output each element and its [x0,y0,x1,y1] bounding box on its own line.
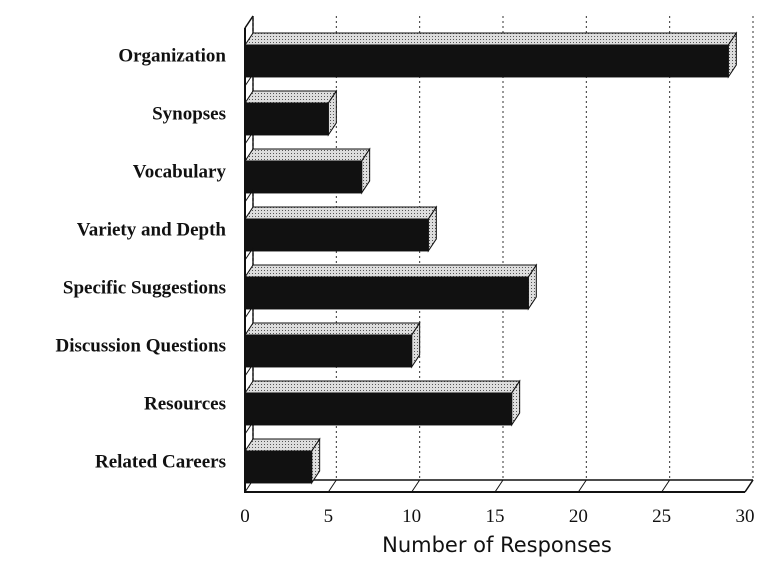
bar-top [244,264,538,278]
bar-front [244,160,363,194]
bar [244,321,421,369]
bar [244,379,521,427]
x-tick-label: 15 [486,506,505,527]
tick-mark [244,15,254,29]
bar-top [244,438,321,452]
x-tick-label: 5 [324,506,334,527]
bar-top [244,90,338,104]
y-tick-label: Resources [144,393,226,414]
x-tick-label: 0 [240,506,250,527]
tick-mark [327,479,337,493]
y-tick-label: Vocabulary [133,161,227,182]
bar [244,147,371,195]
tick-mark [244,73,254,87]
tick-mark [411,479,421,493]
bar-top [244,32,738,46]
bar-front [244,102,329,136]
tick-mark [244,421,254,435]
bar [244,437,321,485]
bar [244,89,338,137]
y-tick-label: Variety and Depth [77,219,227,240]
y-tick-label: Related Careers [95,451,226,472]
tick-mark [494,479,504,493]
tick-mark [577,479,587,493]
tick-mark [661,479,671,493]
bar-front [244,276,529,310]
bar [244,31,738,79]
bar-front [244,334,413,368]
y-tick-label: Organization [118,45,226,66]
bar-top [244,380,521,394]
bar [244,263,538,311]
tick-mark [744,479,754,493]
x-tick-label: 25 [652,506,671,527]
tick-mark [244,131,254,145]
bar-front [244,44,729,78]
y-tick-label: Synopses [152,103,226,124]
tick-mark [244,247,254,261]
x-axis-label: Number of Responses [382,533,612,557]
y-tick-label: Specific Suggestions [63,277,226,298]
bar-top [244,322,421,336]
x-tick-label: 30 [736,506,755,527]
bar-front [244,392,513,426]
x-tick-label: 20 [569,506,588,527]
bar-top [244,206,438,220]
bar-front [244,450,313,484]
bar-front [244,218,429,252]
tick-mark [244,363,254,377]
tick-mark [244,305,254,319]
bar-top [244,148,371,162]
bar [244,205,438,253]
tick-mark [244,189,254,203]
y-tick-label: Discussion Questions [55,335,226,356]
x-tick-label: 10 [402,506,421,527]
